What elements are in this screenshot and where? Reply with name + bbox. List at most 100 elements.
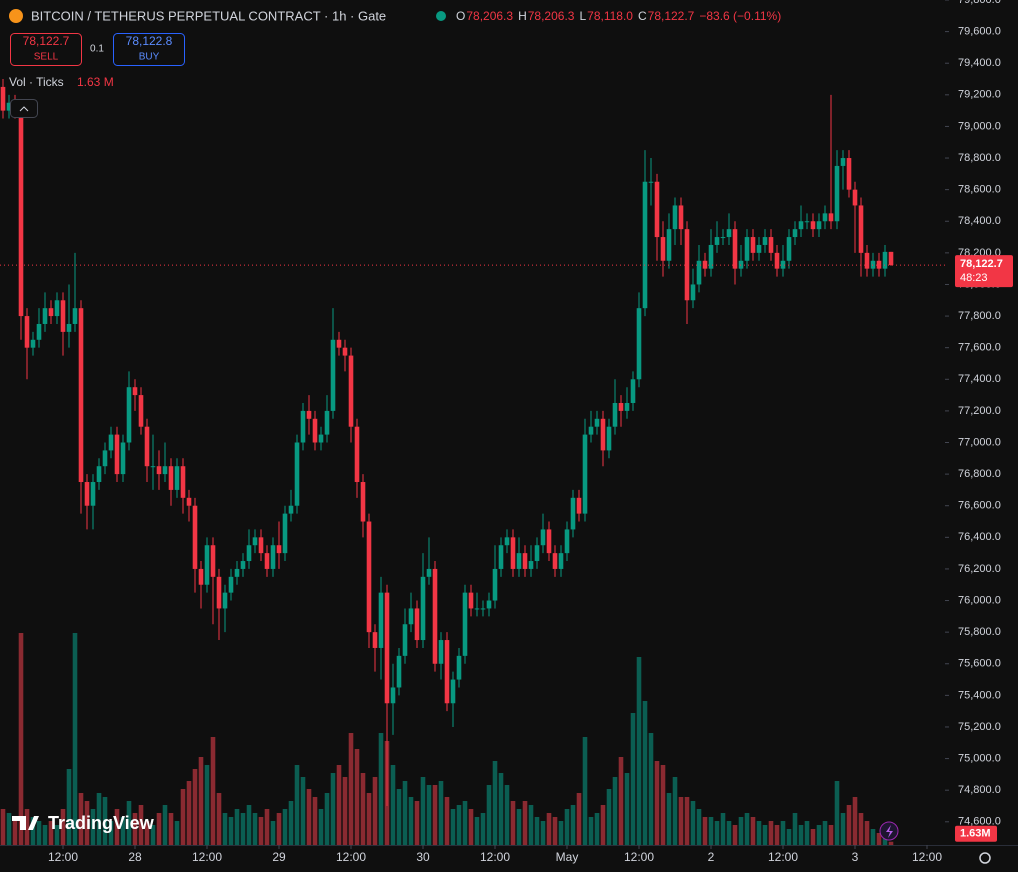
volume-bar [786, 829, 792, 845]
candle-body [798, 221, 804, 230]
candle-body [462, 592, 468, 656]
collapse-icon[interactable] [19, 106, 29, 112]
volume-bar [456, 805, 462, 845]
candle-body [48, 308, 54, 317]
volume-bar [282, 809, 288, 845]
volume-bar [0, 809, 6, 845]
volume-bar [42, 825, 48, 845]
volume-bar [144, 821, 150, 845]
candle-body [792, 229, 798, 238]
volume-bar [570, 805, 576, 845]
quantity[interactable]: 0.1 [90, 44, 104, 55]
candle-body [210, 545, 216, 577]
buy-label[interactable]: BUY [139, 52, 160, 63]
volume-bar [102, 797, 108, 845]
logo-text: TradingView [48, 813, 155, 833]
volume-bar [222, 813, 228, 845]
candle-body [690, 284, 696, 301]
collapse-button[interactable] [10, 99, 38, 118]
candle-body [264, 553, 270, 569]
x-tick-label: 28 [128, 850, 142, 864]
volume-bar [636, 657, 642, 845]
candle-body [72, 308, 78, 324]
candle-body [516, 553, 522, 569]
candle-body [330, 339, 336, 411]
volume-bar [468, 809, 474, 845]
candle-body [204, 545, 210, 585]
candle-body [414, 608, 420, 641]
last-price-label: 78,122.7 [960, 258, 1003, 270]
volume-bar [414, 801, 420, 845]
candle-body [432, 568, 438, 664]
candle-body [450, 679, 456, 704]
volume-bar [180, 789, 186, 845]
chart-title: BITCOIN / TETHERUS PERPETUAL CONTRACT · … [31, 8, 386, 23]
candle-body [354, 426, 360, 483]
change: −83.6 (−0.11%) [699, 9, 781, 23]
volume-bar [360, 773, 366, 845]
volume-bar [198, 757, 204, 845]
candle-body [606, 426, 612, 451]
volume-bar [882, 837, 888, 845]
volume-bar [252, 813, 258, 845]
volume-bar [390, 765, 396, 845]
volume-bar [714, 821, 720, 845]
volume-bar [318, 809, 324, 845]
y-tick-label: 75,000.0 [958, 752, 1001, 764]
candle-body [318, 434, 324, 443]
candle-body [642, 181, 648, 309]
buy-price[interactable]: 78,122.8 [126, 34, 173, 48]
candle-body [726, 229, 732, 238]
ohlc-value: 78,206.3 [528, 9, 575, 23]
candle-body [786, 237, 792, 261]
volume-bar [24, 809, 30, 845]
volume-tag [955, 825, 997, 842]
volume-bar [696, 809, 702, 845]
volume-bar [528, 805, 534, 845]
y-tick-label: 77,000.0 [958, 436, 1001, 448]
volume-bar [708, 817, 714, 845]
volume-bar [138, 805, 144, 845]
volume-bar [846, 805, 852, 845]
sell-label[interactable]: SELL [34, 52, 59, 63]
alert-bolt[interactable] [886, 825, 893, 838]
volume-bar [132, 813, 138, 845]
volume-bar [816, 825, 822, 845]
volume-bar [732, 825, 738, 845]
volume-bar [870, 829, 876, 845]
ohlc-key: L [579, 9, 586, 23]
candle-body [150, 466, 156, 468]
candle-body [42, 308, 48, 324]
volume-bar [204, 765, 210, 845]
candle-body [756, 244, 762, 253]
candle-body [102, 450, 108, 467]
candle-body [126, 387, 132, 443]
volume-bar [504, 785, 510, 845]
volume-bar [540, 821, 546, 845]
volume-bar [258, 817, 264, 845]
settings-icon[interactable] [979, 852, 991, 864]
candle-body [678, 205, 684, 230]
candle-body [138, 395, 144, 427]
volume-bar [672, 777, 678, 845]
volume-bar [366, 793, 372, 845]
x-tick-label: 3 [852, 850, 859, 864]
volume-bar [54, 825, 60, 845]
buy-button[interactable] [113, 33, 185, 66]
candle-body [648, 181, 654, 183]
candle-body [420, 576, 426, 641]
candle-body [612, 402, 618, 427]
y-tick-label: 76,600.0 [958, 500, 1001, 512]
volume-bar [480, 813, 486, 845]
candle-body [336, 339, 342, 348]
price-axis-bg [945, 0, 1018, 872]
y-tick-label: 79,600.0 [958, 26, 1001, 38]
sell-price[interactable]: 78,122.7 [23, 34, 70, 48]
candle-body [858, 205, 864, 253]
y-tick-label: 75,400.0 [958, 689, 1001, 701]
volume-bar [120, 817, 126, 845]
sell-button[interactable] [10, 33, 82, 66]
candle-body [348, 355, 354, 427]
volume-bar [246, 805, 252, 845]
volume-bar [150, 825, 156, 845]
